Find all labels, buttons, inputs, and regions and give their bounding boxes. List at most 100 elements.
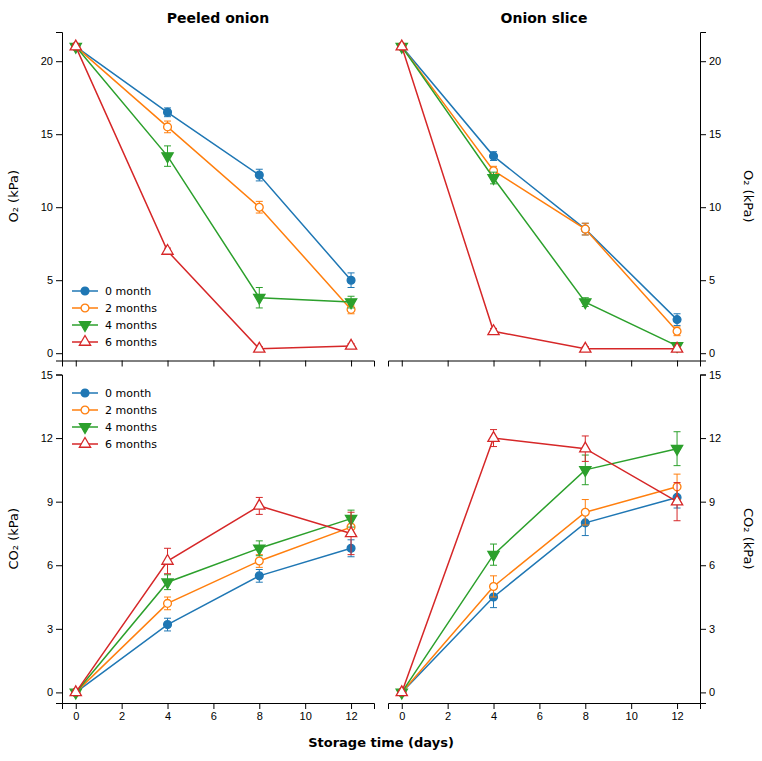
y-axis: 05101520 bbox=[700, 33, 721, 362]
series bbox=[70, 510, 357, 699]
x-tick-mark bbox=[677, 361, 678, 367]
legend-swatch-marker bbox=[81, 304, 89, 312]
legend-item: 4 months bbox=[72, 319, 157, 332]
error-bar bbox=[674, 327, 681, 336]
x-tick-mark bbox=[351, 703, 352, 709]
y-tick-label: 9 bbox=[709, 496, 715, 508]
point bbox=[490, 152, 498, 160]
series bbox=[398, 43, 681, 326]
point bbox=[580, 467, 591, 477]
y-tick-label: 3 bbox=[47, 623, 53, 635]
y-tick-label: 6 bbox=[47, 559, 53, 571]
point bbox=[254, 294, 265, 304]
error-bar bbox=[674, 314, 681, 326]
x-axis bbox=[63, 361, 375, 367]
point bbox=[673, 327, 681, 335]
y-tick-label: 12 bbox=[41, 432, 53, 444]
x-tick bbox=[539, 361, 540, 367]
y-tick-label: 10 bbox=[41, 201, 53, 213]
y-tick-mark bbox=[56, 375, 62, 376]
x-tick: 10 bbox=[300, 703, 312, 722]
point bbox=[164, 621, 172, 629]
series-line bbox=[402, 497, 677, 692]
y-tick-mark bbox=[700, 353, 706, 354]
y-tick-mark bbox=[700, 280, 706, 281]
x-axis-title: Storage time (days) bbox=[308, 735, 454, 750]
series bbox=[398, 487, 681, 696]
series-line bbox=[76, 47, 351, 303]
x-axis-line bbox=[389, 704, 701, 710]
legend-swatch-marker bbox=[79, 424, 90, 434]
title: Peeled onion bbox=[167, 10, 269, 26]
error-bar bbox=[256, 201, 263, 213]
series bbox=[72, 43, 355, 314]
legend-label: 4 months bbox=[105, 421, 157, 434]
legend-label: 2 months bbox=[105, 404, 157, 417]
error-bar bbox=[256, 169, 263, 181]
y-tick-label: 5 bbox=[47, 274, 53, 286]
x-tick: 2 bbox=[119, 703, 125, 722]
y-tick: 20 bbox=[41, 55, 62, 67]
chart-root: 05101520Peeled onionO₂ (kPa)0 month2 mon… bbox=[0, 0, 762, 761]
legend-item: 6 months bbox=[72, 335, 157, 348]
x-tick: 10 bbox=[626, 703, 638, 722]
y-tick-mark bbox=[56, 280, 62, 281]
y-axis-line bbox=[701, 375, 707, 704]
x-tick-mark bbox=[305, 361, 306, 367]
x-tick-mark bbox=[351, 361, 352, 367]
point bbox=[347, 276, 355, 284]
error-bar bbox=[348, 273, 355, 288]
plot-area bbox=[396, 40, 683, 352]
point bbox=[581, 225, 589, 233]
series bbox=[396, 40, 683, 352]
error-bar bbox=[490, 152, 497, 161]
x-tick bbox=[168, 361, 169, 367]
x-tick-mark bbox=[585, 361, 586, 367]
point bbox=[164, 599, 172, 607]
x-tick bbox=[677, 361, 678, 367]
point bbox=[254, 342, 265, 352]
legend: 0 month2 months4 months6 months bbox=[72, 387, 157, 451]
point bbox=[164, 108, 172, 116]
legend-item: 4 months bbox=[72, 421, 157, 434]
legend-label: 0 month bbox=[105, 285, 151, 298]
y-tick: 0 bbox=[700, 686, 715, 698]
y-axis: 03691215 bbox=[41, 369, 63, 704]
x-tick: 8 bbox=[583, 703, 589, 722]
x-tick-label: 4 bbox=[491, 710, 497, 722]
x-tick bbox=[351, 361, 352, 367]
legend-label: 2 months bbox=[105, 302, 157, 315]
panel: 05101520Onion sliceO₂ (kPa) bbox=[389, 10, 757, 367]
y-tick-mark bbox=[56, 438, 62, 439]
x-tick-label: 8 bbox=[257, 710, 263, 722]
point bbox=[255, 572, 263, 580]
x-tick-label: 2 bbox=[119, 710, 125, 722]
series-line bbox=[76, 47, 351, 281]
point bbox=[345, 339, 356, 349]
point bbox=[671, 342, 682, 352]
x-tick: 8 bbox=[257, 703, 263, 722]
point bbox=[671, 343, 682, 353]
y-tick: 15 bbox=[700, 128, 721, 140]
legend-item: 6 months bbox=[72, 437, 157, 450]
legend-label: 6 months bbox=[105, 438, 157, 451]
error-bar bbox=[256, 569, 263, 582]
x-tick-mark bbox=[448, 703, 449, 709]
y-tick-label: 20 bbox=[41, 55, 53, 67]
y-tick-mark bbox=[56, 629, 62, 630]
legend-swatch-marker bbox=[81, 406, 89, 414]
y-tick-mark bbox=[700, 207, 706, 208]
point bbox=[581, 225, 589, 233]
y-tick: 20 bbox=[700, 55, 721, 67]
point bbox=[671, 445, 682, 455]
series-line bbox=[402, 47, 677, 320]
point bbox=[345, 299, 356, 309]
panel: 05101520Peeled onionO₂ (kPa)0 month2 mon… bbox=[6, 10, 375, 367]
series-line bbox=[402, 438, 677, 692]
panel: 02468101203691215CO₂ (kPa) bbox=[389, 369, 757, 722]
y-axis-title: O₂ (kPa) bbox=[741, 170, 756, 222]
x-tick-mark bbox=[585, 703, 586, 709]
y-tick-label: 15 bbox=[41, 369, 53, 381]
x-tick: 0 bbox=[399, 703, 405, 722]
plot-area bbox=[70, 40, 357, 352]
